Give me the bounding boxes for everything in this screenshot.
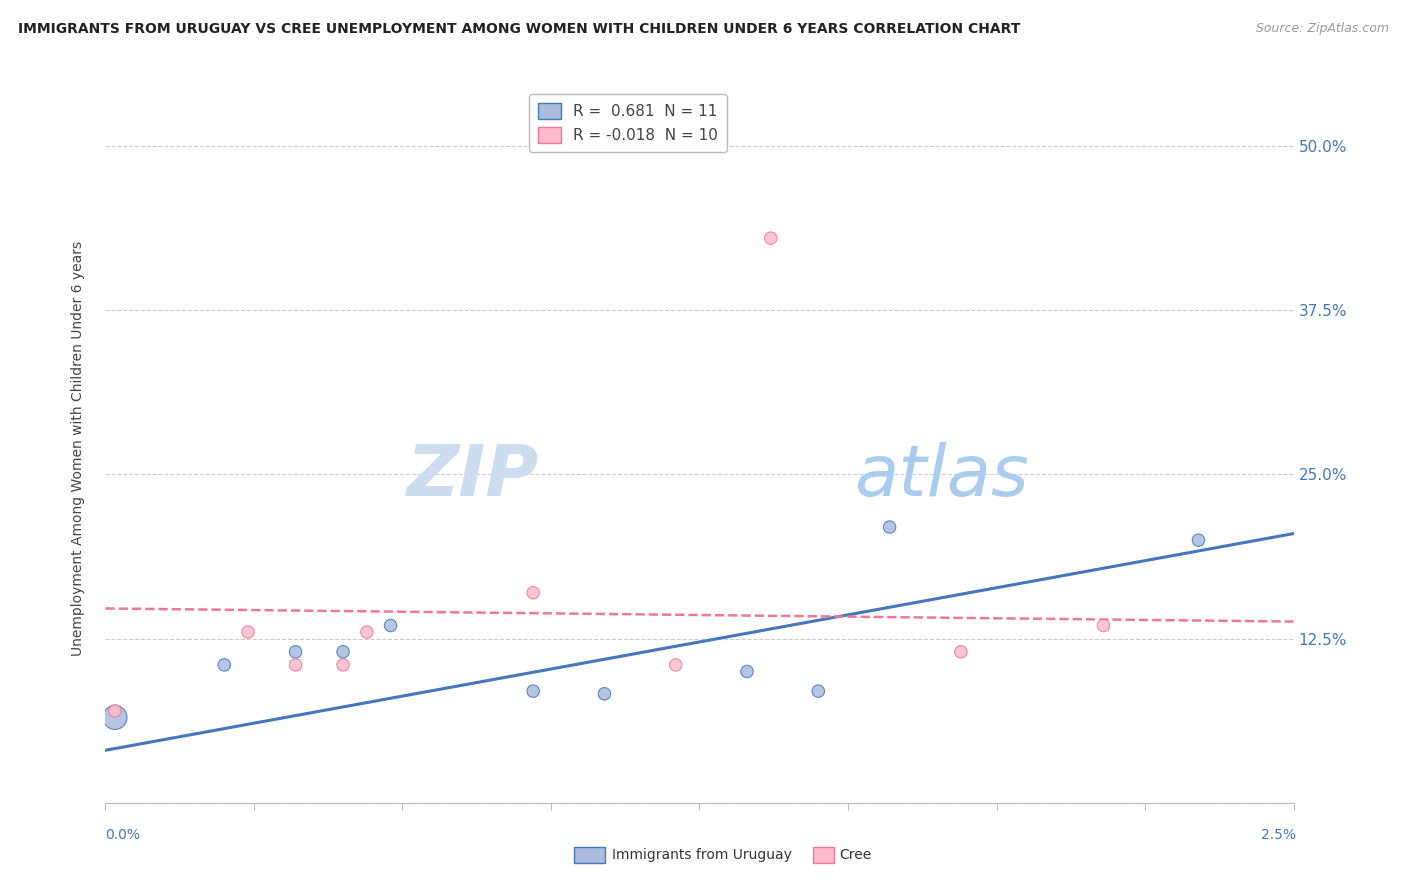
- Point: [284, 657, 307, 672]
- Point: [236, 625, 259, 640]
- Text: Cree: Cree: [839, 847, 872, 862]
- Legend: R =  0.681  N = 11, R = -0.018  N = 10: R = 0.681 N = 11, R = -0.018 N = 10: [529, 95, 727, 153]
- Text: ZIP: ZIP: [406, 442, 538, 511]
- Point: [949, 645, 972, 659]
- Point: [522, 684, 544, 698]
- Text: Immigrants from Uruguay: Immigrants from Uruguay: [612, 847, 792, 862]
- Text: Source: ZipAtlas.com: Source: ZipAtlas.com: [1256, 22, 1389, 36]
- Point: [332, 645, 354, 659]
- Point: [522, 585, 544, 599]
- Point: [879, 520, 901, 534]
- Y-axis label: Unemployment Among Women with Children Under 6 years: Unemployment Among Women with Children U…: [70, 241, 84, 656]
- Point: [332, 657, 354, 672]
- Text: IMMIGRANTS FROM URUGUAY VS CREE UNEMPLOYMENT AMONG WOMEN WITH CHILDREN UNDER 6 Y: IMMIGRANTS FROM URUGUAY VS CREE UNEMPLOY…: [18, 22, 1021, 37]
- Point: [735, 665, 758, 679]
- Text: 2.5%: 2.5%: [1261, 828, 1296, 842]
- Text: atlas: atlas: [853, 442, 1029, 511]
- Point: [759, 231, 782, 245]
- Point: [284, 645, 307, 659]
- Point: [356, 625, 378, 640]
- Point: [593, 687, 616, 701]
- Text: 0.0%: 0.0%: [105, 828, 141, 842]
- Point: [104, 710, 127, 724]
- Point: [214, 657, 236, 672]
- Point: [665, 657, 688, 672]
- Point: [104, 704, 127, 718]
- Point: [1092, 618, 1115, 632]
- Point: [807, 684, 830, 698]
- Point: [380, 618, 402, 632]
- Point: [1187, 533, 1209, 548]
